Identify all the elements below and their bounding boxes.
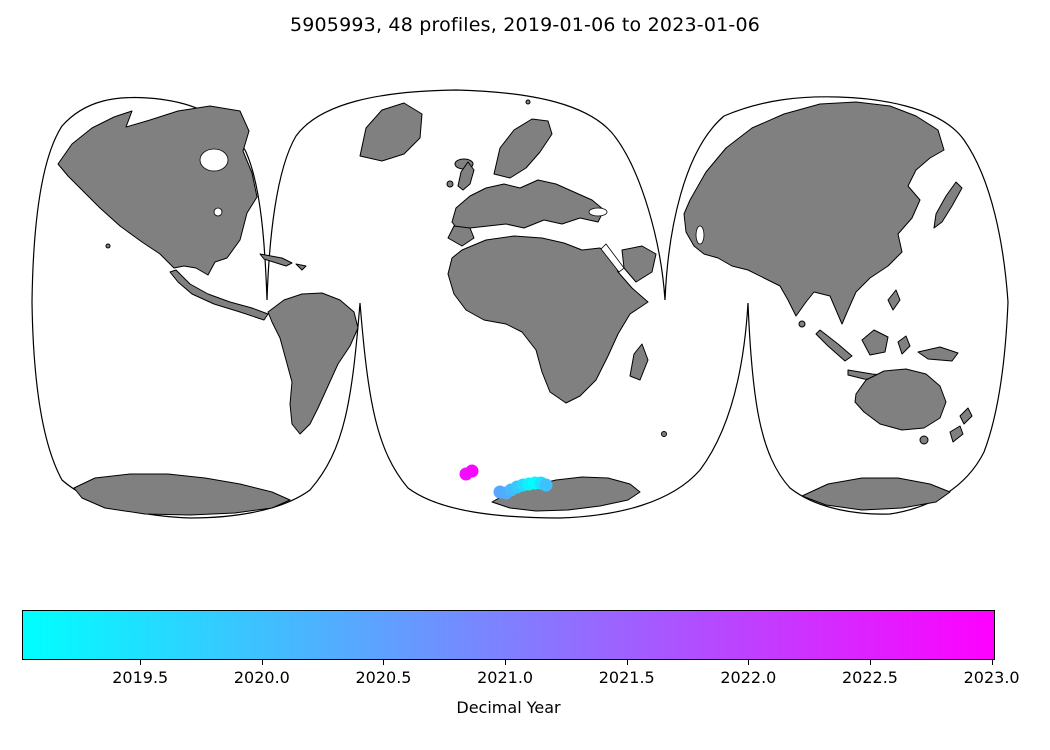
great-lakes <box>213 207 223 217</box>
colorbar-tick-mark <box>261 660 263 665</box>
hudson-bay <box>199 148 229 172</box>
japan <box>933 181 963 229</box>
colorbar-tick-label: 2020.0 <box>233 668 290 687</box>
ireland <box>446 180 454 188</box>
colorbar-tick-mark <box>140 660 142 665</box>
new-zealand-south <box>949 425 964 443</box>
africa <box>447 235 649 404</box>
black-sea <box>588 207 608 217</box>
colorbar-tick-label: 2019.5 <box>112 668 169 687</box>
colorbar-tick-label: 2023.0 <box>963 668 1020 687</box>
colorbar-ticks: 2019.5 2020.0 2020.5 2021.0 2021.5 2022.0 2022… <box>22 610 1020 710</box>
colorbar-tick-mark <box>383 660 385 665</box>
hispaniola <box>295 263 307 271</box>
borneo <box>861 329 889 356</box>
tasmania <box>919 435 929 445</box>
colorbar-tick-label: 2022.0 <box>720 668 777 687</box>
hawaii <box>105 243 111 249</box>
scandinavia <box>493 118 553 179</box>
new-guinea <box>917 346 959 362</box>
svalbard <box>525 99 531 105</box>
cuba <box>259 253 293 267</box>
colorbar-tick-mark <box>991 660 993 665</box>
antarctica-east-segment <box>801 477 951 511</box>
profile-scatter-points <box>459 464 553 500</box>
colorbar: 2019.5 2020.0 2020.5 2021.0 2021.5 2022.0 2022… <box>22 610 1020 720</box>
sulawesi <box>897 335 911 355</box>
britain <box>457 161 475 191</box>
colorbar-tick-label: 2020.5 <box>355 668 412 687</box>
asia <box>683 101 945 325</box>
colorbar-gradient <box>22 610 995 660</box>
profile-point <box>539 478 553 492</box>
greenland <box>359 102 423 162</box>
australia <box>854 368 947 431</box>
colorbar-tick-mark <box>869 660 871 665</box>
figure-title: 5905993, 48 profiles, 2019-01-06 to 2023… <box>289 14 761 36</box>
new-zealand-north <box>959 407 973 425</box>
sri-lanka <box>798 320 806 328</box>
colorbar-axis-label: Decimal Year <box>456 698 561 717</box>
profile-point <box>465 464 479 478</box>
colorbar-tick-mark <box>748 660 750 665</box>
world-map <box>31 89 1009 519</box>
central-america <box>169 269 269 321</box>
colorbar-tick-label: 2021.0 <box>477 668 534 687</box>
south-america <box>267 292 359 435</box>
caspian-sea <box>695 225 705 245</box>
philippines <box>887 289 901 311</box>
colorbar-tick-mark <box>626 660 628 665</box>
sumatra <box>815 329 853 362</box>
red-sea <box>600 243 625 273</box>
colorbar-tick-label: 2021.5 <box>598 668 655 687</box>
antarctica-west-segment <box>73 473 291 516</box>
colorbar-tick-mark <box>505 660 507 665</box>
iberia <box>447 225 475 247</box>
madagascar <box>629 343 649 381</box>
north-america <box>57 105 258 276</box>
kerguelen <box>661 431 667 437</box>
colorbar-tick-label: 2022.5 <box>841 668 898 687</box>
